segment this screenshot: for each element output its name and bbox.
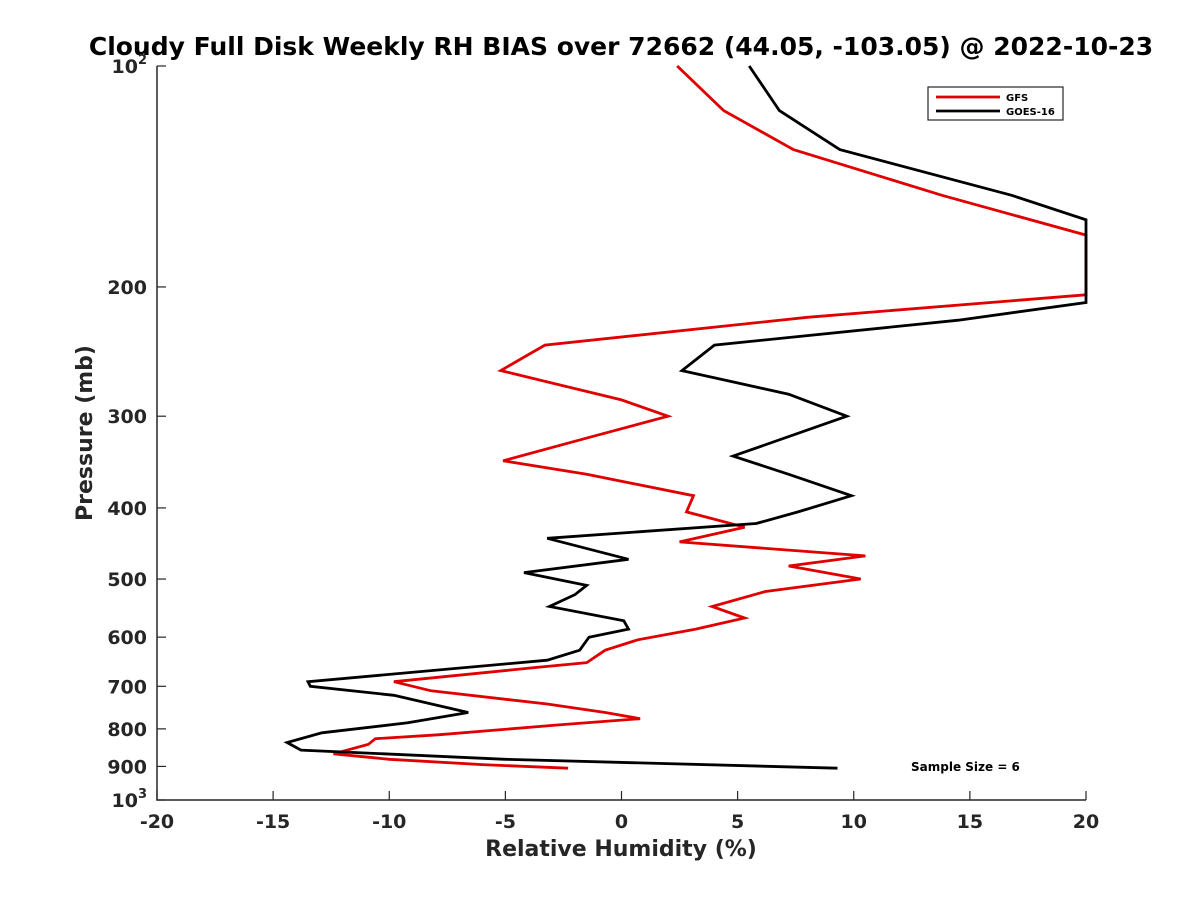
- legend-box: [927, 86, 1064, 121]
- x-tick-label: -20: [140, 811, 174, 833]
- y-tick-label: 700: [107, 676, 147, 698]
- y-tick-label: 500: [107, 569, 147, 591]
- x-axis-ticks: -20 -15 -10 -5 0 5 10 15 20: [140, 791, 1099, 833]
- x-tick-label: 0: [615, 811, 628, 833]
- y-tick-label: 900: [107, 756, 147, 778]
- x-tick-label: -5: [495, 811, 516, 833]
- legend: GFS GOES-16: [927, 86, 1064, 121]
- x-tick-label: -15: [256, 811, 290, 833]
- y-tick-label: 300: [107, 406, 147, 428]
- legend-label-goes16: GOES-16: [1006, 107, 1055, 118]
- x-tick-label: 10: [841, 811, 867, 833]
- x-axis-label: Relative Humidity (%): [485, 837, 757, 862]
- x-tick-label: 15: [957, 811, 983, 833]
- y-tick-label: 800: [107, 719, 147, 741]
- x-tick-label: -10: [372, 811, 406, 833]
- y-axis-label: Pressure (mb): [73, 345, 98, 521]
- sample-size-annotation: Sample Size = 6: [911, 760, 1020, 774]
- plot-area: -20 -15 -10 -5 0 5 10 15 20 10220030040050060070…: [107, 53, 1099, 833]
- series-layer: [283, 64, 1088, 770]
- series-line-gfs: [333, 64, 1088, 770]
- y-tick-label: 200: [107, 277, 147, 299]
- y-tick-label: 600: [107, 627, 147, 649]
- y-tick-label: 400: [107, 498, 147, 520]
- chart-title: Cloudy Full Disk Weekly RH BIAS over 726…: [89, 32, 1153, 61]
- series-line-goes-16: [283, 65, 1088, 770]
- x-tick-label: 20: [1073, 811, 1099, 833]
- legend-label-gfs: GFS: [1006, 93, 1028, 104]
- x-tick-label: 5: [731, 811, 744, 833]
